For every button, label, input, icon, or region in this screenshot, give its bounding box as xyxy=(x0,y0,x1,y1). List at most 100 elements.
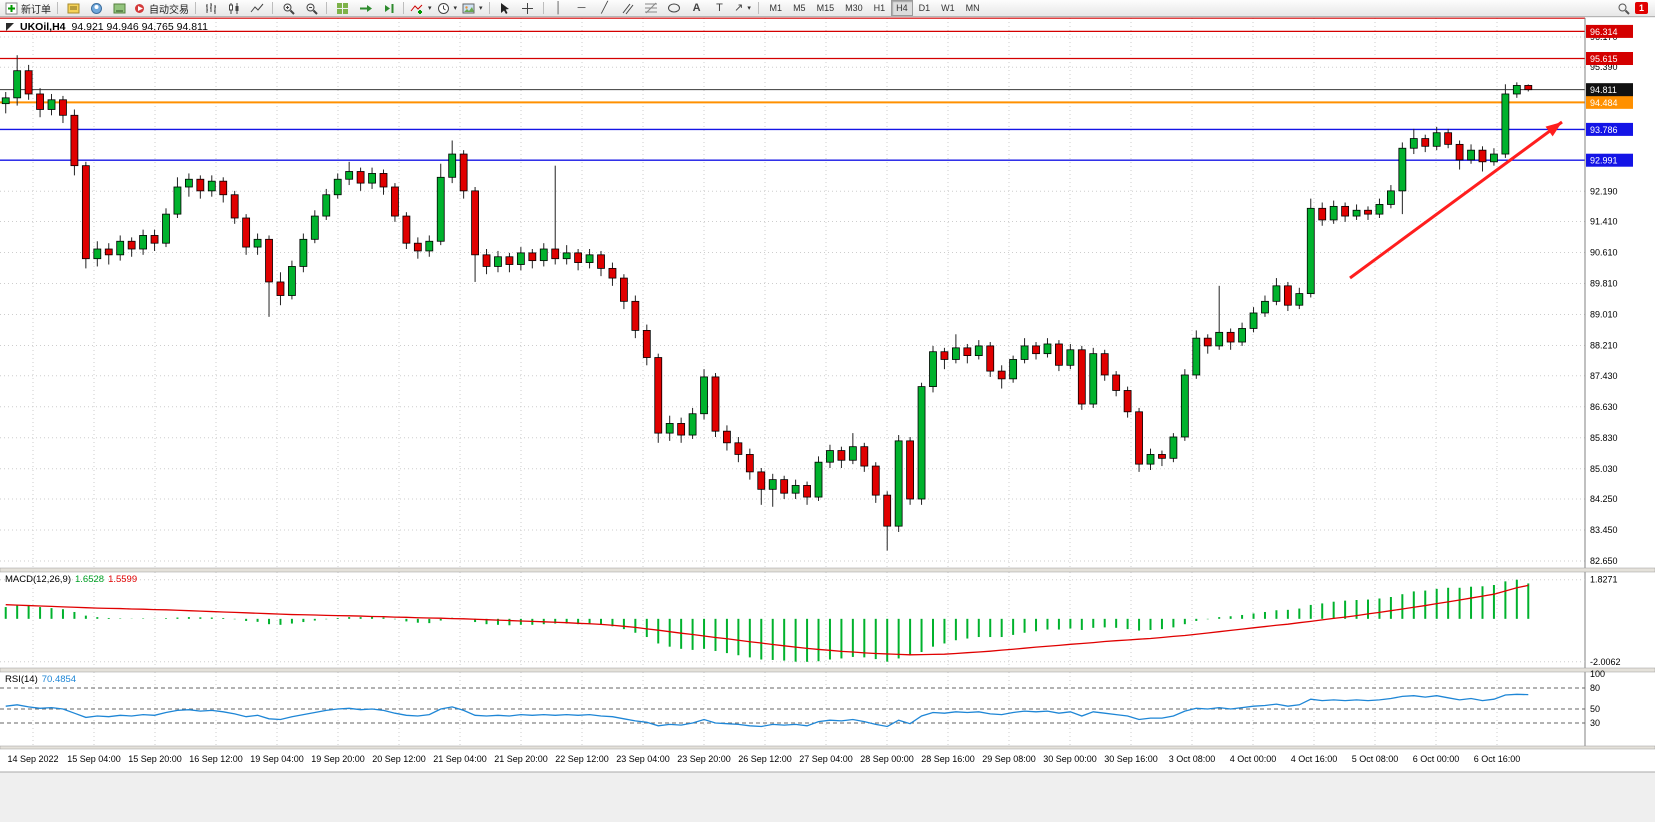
candle-body xyxy=(780,479,789,494)
candle-body xyxy=(356,171,365,184)
panel-splitter[interactable] xyxy=(0,567,1655,573)
candle-body xyxy=(1364,209,1372,215)
price-axis-label: 90.610 xyxy=(1590,247,1618,257)
time-axis-label: 16 Sep 12:00 xyxy=(189,754,243,764)
cursor-tool-button[interactable] xyxy=(494,1,516,16)
candle-body xyxy=(345,171,354,180)
shapes-tool-button[interactable] xyxy=(663,1,685,16)
indicators-button[interactable]: ▾ xyxy=(408,1,434,16)
timeframe-button-m15[interactable]: M15 xyxy=(816,3,835,13)
timeframe-button-h1[interactable]: H1 xyxy=(873,3,886,13)
market-watch-button[interactable] xyxy=(62,1,84,16)
candle-body xyxy=(1249,312,1258,329)
timeframe-button-m5[interactable]: M5 xyxy=(793,3,806,13)
candle-body xyxy=(1444,132,1453,145)
timeframe-button-mn[interactable]: MN xyxy=(965,3,980,13)
candle-body xyxy=(528,252,537,262)
candle-body xyxy=(745,454,754,473)
line-chart-button[interactable] xyxy=(246,1,268,16)
search-button[interactable] xyxy=(1612,1,1634,16)
candle-body xyxy=(81,165,90,260)
timeframe-button-d1[interactable]: D1 xyxy=(918,3,931,13)
chart-shift-button[interactable] xyxy=(377,1,399,16)
candle-body xyxy=(608,267,617,279)
zoom-in-button[interactable] xyxy=(277,1,299,16)
timeframe-button-h4[interactable]: H4 xyxy=(891,0,913,16)
candle-body xyxy=(688,413,697,436)
candle-body xyxy=(597,254,605,269)
candle-body xyxy=(1215,331,1224,347)
candle-body xyxy=(1272,285,1281,302)
candle-body xyxy=(93,248,102,260)
candle-body xyxy=(906,440,914,500)
arrows-tool-button[interactable]: ↗ ▾ xyxy=(732,1,754,16)
candle-body xyxy=(1295,293,1304,306)
text-tool-button[interactable]: A xyxy=(686,1,708,16)
price-axis-label: 85.830 xyxy=(1590,433,1618,443)
candle-body xyxy=(494,256,502,267)
trendline-icon: ╱ xyxy=(601,1,608,14)
notification-badge[interactable]: 1 xyxy=(1635,2,1648,14)
zoom-in-icon xyxy=(283,3,295,15)
time-axis-label: 4 Oct 16:00 xyxy=(1291,754,1338,764)
toolbar-separator xyxy=(488,2,490,14)
panel-splitter[interactable] xyxy=(0,667,1655,673)
trendline-tool-button[interactable]: ╱ xyxy=(594,1,616,16)
panel-splitter[interactable] xyxy=(0,745,1655,750)
ohlc-marker-icon[interactable] xyxy=(6,23,14,31)
price-level-badge xyxy=(1586,122,1633,136)
candle-body xyxy=(36,93,44,110)
time-axis-label: 15 Sep 04:00 xyxy=(67,754,121,764)
periods-button[interactable]: ▾ xyxy=(435,1,460,16)
candle-body xyxy=(1089,353,1098,405)
zoom-out-button[interactable] xyxy=(300,1,322,16)
tile-windows-icon xyxy=(336,2,348,14)
candlestick-chart-button[interactable] xyxy=(223,1,245,16)
dropdown-caret-icon: ▾ xyxy=(453,4,458,12)
horizontal-line-tool-button[interactable]: ─ xyxy=(571,1,593,16)
candle-body xyxy=(997,370,1006,380)
autotrading-button[interactable]: 自动交易 xyxy=(131,1,191,16)
auto-scroll-button[interactable] xyxy=(354,1,376,16)
time-axis-label: 19 Sep 20:00 xyxy=(311,754,365,764)
toolbar-separator xyxy=(272,2,273,14)
price-axis-label: 92.190 xyxy=(1590,186,1618,196)
trend-arrow-head[interactable] xyxy=(1545,122,1562,137)
candle-body xyxy=(162,213,170,244)
vertical-line-icon: │ xyxy=(555,1,562,14)
timeframe-button-m30[interactable]: M30 xyxy=(845,3,863,13)
terminal-button[interactable] xyxy=(108,1,130,16)
tile-windows-button[interactable] xyxy=(331,1,353,16)
fibonacci-tool-button[interactable] xyxy=(640,1,662,16)
candle-body xyxy=(631,300,640,331)
horizontal-line-icon: ─ xyxy=(577,1,586,14)
label-tool-button[interactable]: T xyxy=(709,1,731,16)
navigator-button[interactable] xyxy=(85,1,107,16)
price-axis-label: 82.650 xyxy=(1590,556,1618,566)
candle-body xyxy=(1123,390,1132,413)
candle-body xyxy=(482,254,491,267)
time-axis-label: 21 Sep 04:00 xyxy=(433,754,487,764)
vertical-line-tool-button[interactable]: │ xyxy=(548,1,570,16)
candle-body xyxy=(1467,149,1475,161)
chart-background[interactable] xyxy=(0,18,1655,749)
candle-body xyxy=(276,281,285,296)
timeframe-button-m1[interactable]: M1 xyxy=(769,3,783,13)
templates-button[interactable]: ▾ xyxy=(460,1,485,16)
trend-arrow-line[interactable] xyxy=(1349,120,1563,280)
timeframe-button-w1[interactable]: W1 xyxy=(941,3,955,13)
autotrading-label: 自动交易 xyxy=(149,4,189,16)
time-axis-label: 21 Sep 20:00 xyxy=(494,754,548,764)
chart-symbol-period: UKOil,H4 xyxy=(20,21,66,33)
candle-body xyxy=(757,471,766,490)
candle-body xyxy=(253,238,262,248)
candle-body xyxy=(1203,337,1212,347)
crosshair-tool-button[interactable] xyxy=(517,1,539,16)
channel-tool-button[interactable] xyxy=(617,1,639,16)
time-axis-label: 20 Sep 12:00 xyxy=(372,754,426,764)
new-order-button[interactable]: 新订单 xyxy=(3,1,53,16)
bar-chart-button[interactable] xyxy=(200,1,222,16)
candle-body xyxy=(505,256,514,265)
chart-shift-icon xyxy=(384,3,393,13)
